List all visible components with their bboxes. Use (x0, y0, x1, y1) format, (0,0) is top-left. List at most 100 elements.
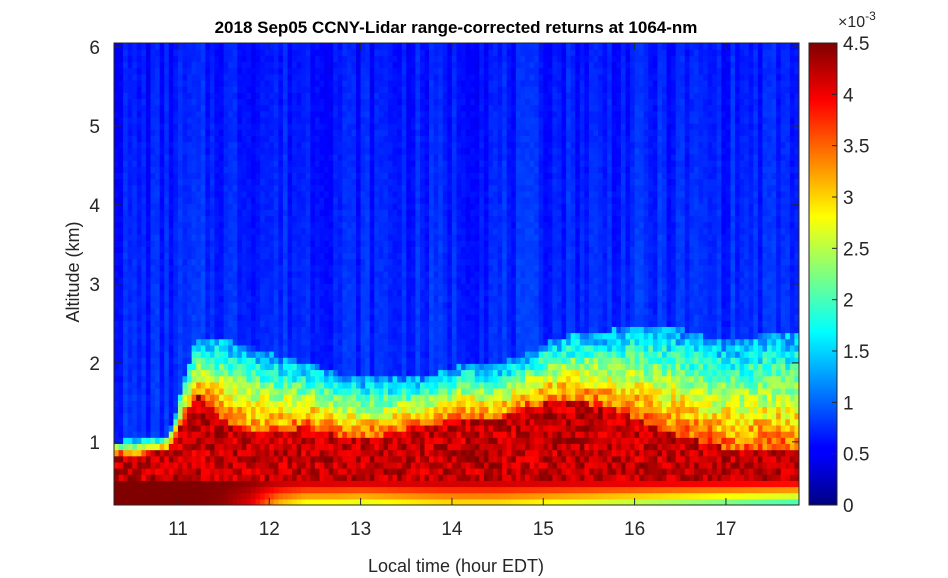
heatmap-cell (392, 215, 398, 223)
heatmap-cell (269, 375, 275, 383)
heatmap-cell (392, 104, 398, 112)
heatmap-cell (324, 110, 330, 118)
heatmap-cell (264, 160, 270, 167)
heatmap-cell (296, 486, 302, 494)
heatmap-cell (264, 264, 270, 272)
heatmap-cell (246, 455, 252, 463)
heatmap-cell (333, 233, 339, 241)
heatmap-cell (219, 116, 225, 124)
heatmap-cell (328, 197, 334, 204)
heatmap-cell (164, 98, 170, 106)
heatmap-cell (177, 492, 184, 500)
heatmap-cell (282, 197, 289, 204)
heatmap-cell (337, 301, 343, 309)
heatmap-cell (246, 338, 252, 346)
heatmap-cell (187, 406, 193, 414)
heatmap-cell (141, 344, 147, 352)
heatmap-cell (214, 166, 220, 173)
heatmap-cell (383, 344, 389, 352)
heatmap-cell (145, 406, 152, 414)
heatmap-cell (333, 443, 339, 451)
heatmap-cell (292, 264, 298, 272)
heatmap-cell (187, 468, 193, 475)
heatmap-cell (127, 43, 133, 50)
heatmap-cell (415, 492, 421, 500)
heatmap-cell (378, 320, 385, 327)
heatmap-cell (136, 357, 142, 364)
heatmap-cell (406, 98, 412, 106)
heatmap-cell (132, 455, 138, 463)
heatmap-cell (324, 418, 330, 426)
heatmap-cell (301, 277, 307, 284)
heatmap-cell (324, 498, 330, 505)
heatmap-cell (410, 344, 416, 352)
heatmap-cell (145, 153, 152, 161)
heatmap-cell (200, 270, 206, 278)
heatmap-cell (328, 129, 334, 136)
heatmap-cell (324, 277, 330, 284)
heatmap-cell (369, 338, 375, 346)
heatmap-cell (191, 184, 197, 192)
heatmap-cell (260, 314, 266, 321)
heatmap-cell (205, 455, 211, 463)
heatmap-cell (219, 486, 225, 494)
heatmap-cell (310, 227, 316, 235)
heatmap-cell (388, 92, 394, 100)
heatmap-cell (287, 49, 293, 56)
heatmap-cell (141, 209, 147, 217)
heatmap-cell (415, 258, 421, 266)
heatmap-cell (383, 92, 389, 100)
heatmap-cell (164, 166, 170, 173)
heatmap-cell (173, 184, 179, 192)
heatmap-cell (205, 153, 211, 161)
heatmap-cell (141, 246, 147, 254)
heatmap-cell (314, 166, 321, 173)
heatmap-cell (127, 418, 133, 426)
heatmap-cell (200, 486, 206, 494)
heatmap-cell (305, 215, 311, 223)
heatmap-cell (360, 474, 366, 481)
heatmap-cell (328, 400, 334, 408)
heatmap-cell (251, 486, 257, 494)
heatmap-cell (287, 289, 293, 297)
heatmap-cell (392, 252, 398, 260)
heatmap-cell (401, 264, 407, 272)
heatmap-cell (287, 431, 293, 438)
heatmap-cell (310, 363, 316, 371)
heatmap-cell (141, 320, 147, 327)
heatmap-cell (360, 363, 366, 371)
heatmap-cell (287, 412, 293, 420)
heatmap-cell (264, 184, 270, 192)
heatmap-cell (141, 480, 147, 488)
heatmap-cell (136, 418, 142, 426)
heatmap-cell (260, 412, 266, 420)
heatmap-cell (246, 215, 252, 223)
heatmap-cell (127, 307, 133, 315)
heatmap-cell (401, 270, 407, 278)
heatmap-cell (369, 307, 375, 315)
heatmap-cell (246, 406, 252, 414)
heatmap-cell (173, 92, 179, 100)
heatmap-cell (392, 123, 398, 130)
heatmap-cell (356, 153, 362, 161)
heatmap-cell (150, 412, 156, 420)
heatmap-cell (264, 98, 270, 106)
heatmap-cell (150, 320, 156, 327)
heatmap-cell (356, 221, 362, 229)
heatmap-cell (159, 338, 165, 346)
heatmap-cell (305, 295, 311, 303)
heatmap-cell (314, 449, 321, 457)
heatmap-cell (255, 369, 261, 377)
heatmap-cell (150, 233, 156, 241)
heatmap-cell (232, 455, 238, 463)
heatmap-cell (273, 123, 279, 130)
heatmap-cell (232, 116, 238, 124)
heatmap-cell (196, 468, 202, 475)
heatmap-cell (159, 486, 165, 494)
heatmap-cell (260, 221, 266, 229)
heatmap-cell (383, 320, 389, 327)
heatmap-cell (287, 61, 293, 69)
heatmap-cell (164, 369, 170, 377)
heatmap-cell (241, 381, 248, 389)
heatmap-cell (282, 455, 289, 463)
